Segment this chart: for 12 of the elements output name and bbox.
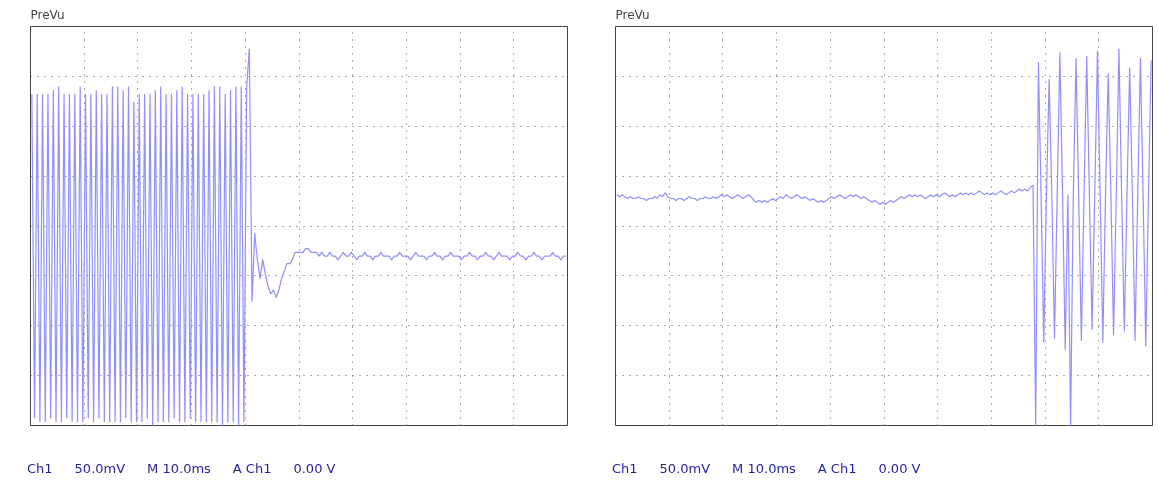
- text: M 10.0ms: [147, 460, 211, 478]
- text: Ch1: [27, 460, 53, 478]
- text: M 10.0ms: [732, 460, 796, 478]
- text: A Ch1: [232, 460, 272, 478]
- text: Ch1: [612, 460, 638, 478]
- chart-title: PreVu: [30, 7, 65, 22]
- text: A Ch1: [817, 460, 857, 478]
- text: 0.00 V: [878, 460, 921, 478]
- text: 50.0mV: [659, 460, 711, 478]
- text: 50.0mV: [74, 460, 126, 478]
- text: 0.00 V: [293, 460, 336, 478]
- chart-title: PreVu: [615, 7, 650, 22]
